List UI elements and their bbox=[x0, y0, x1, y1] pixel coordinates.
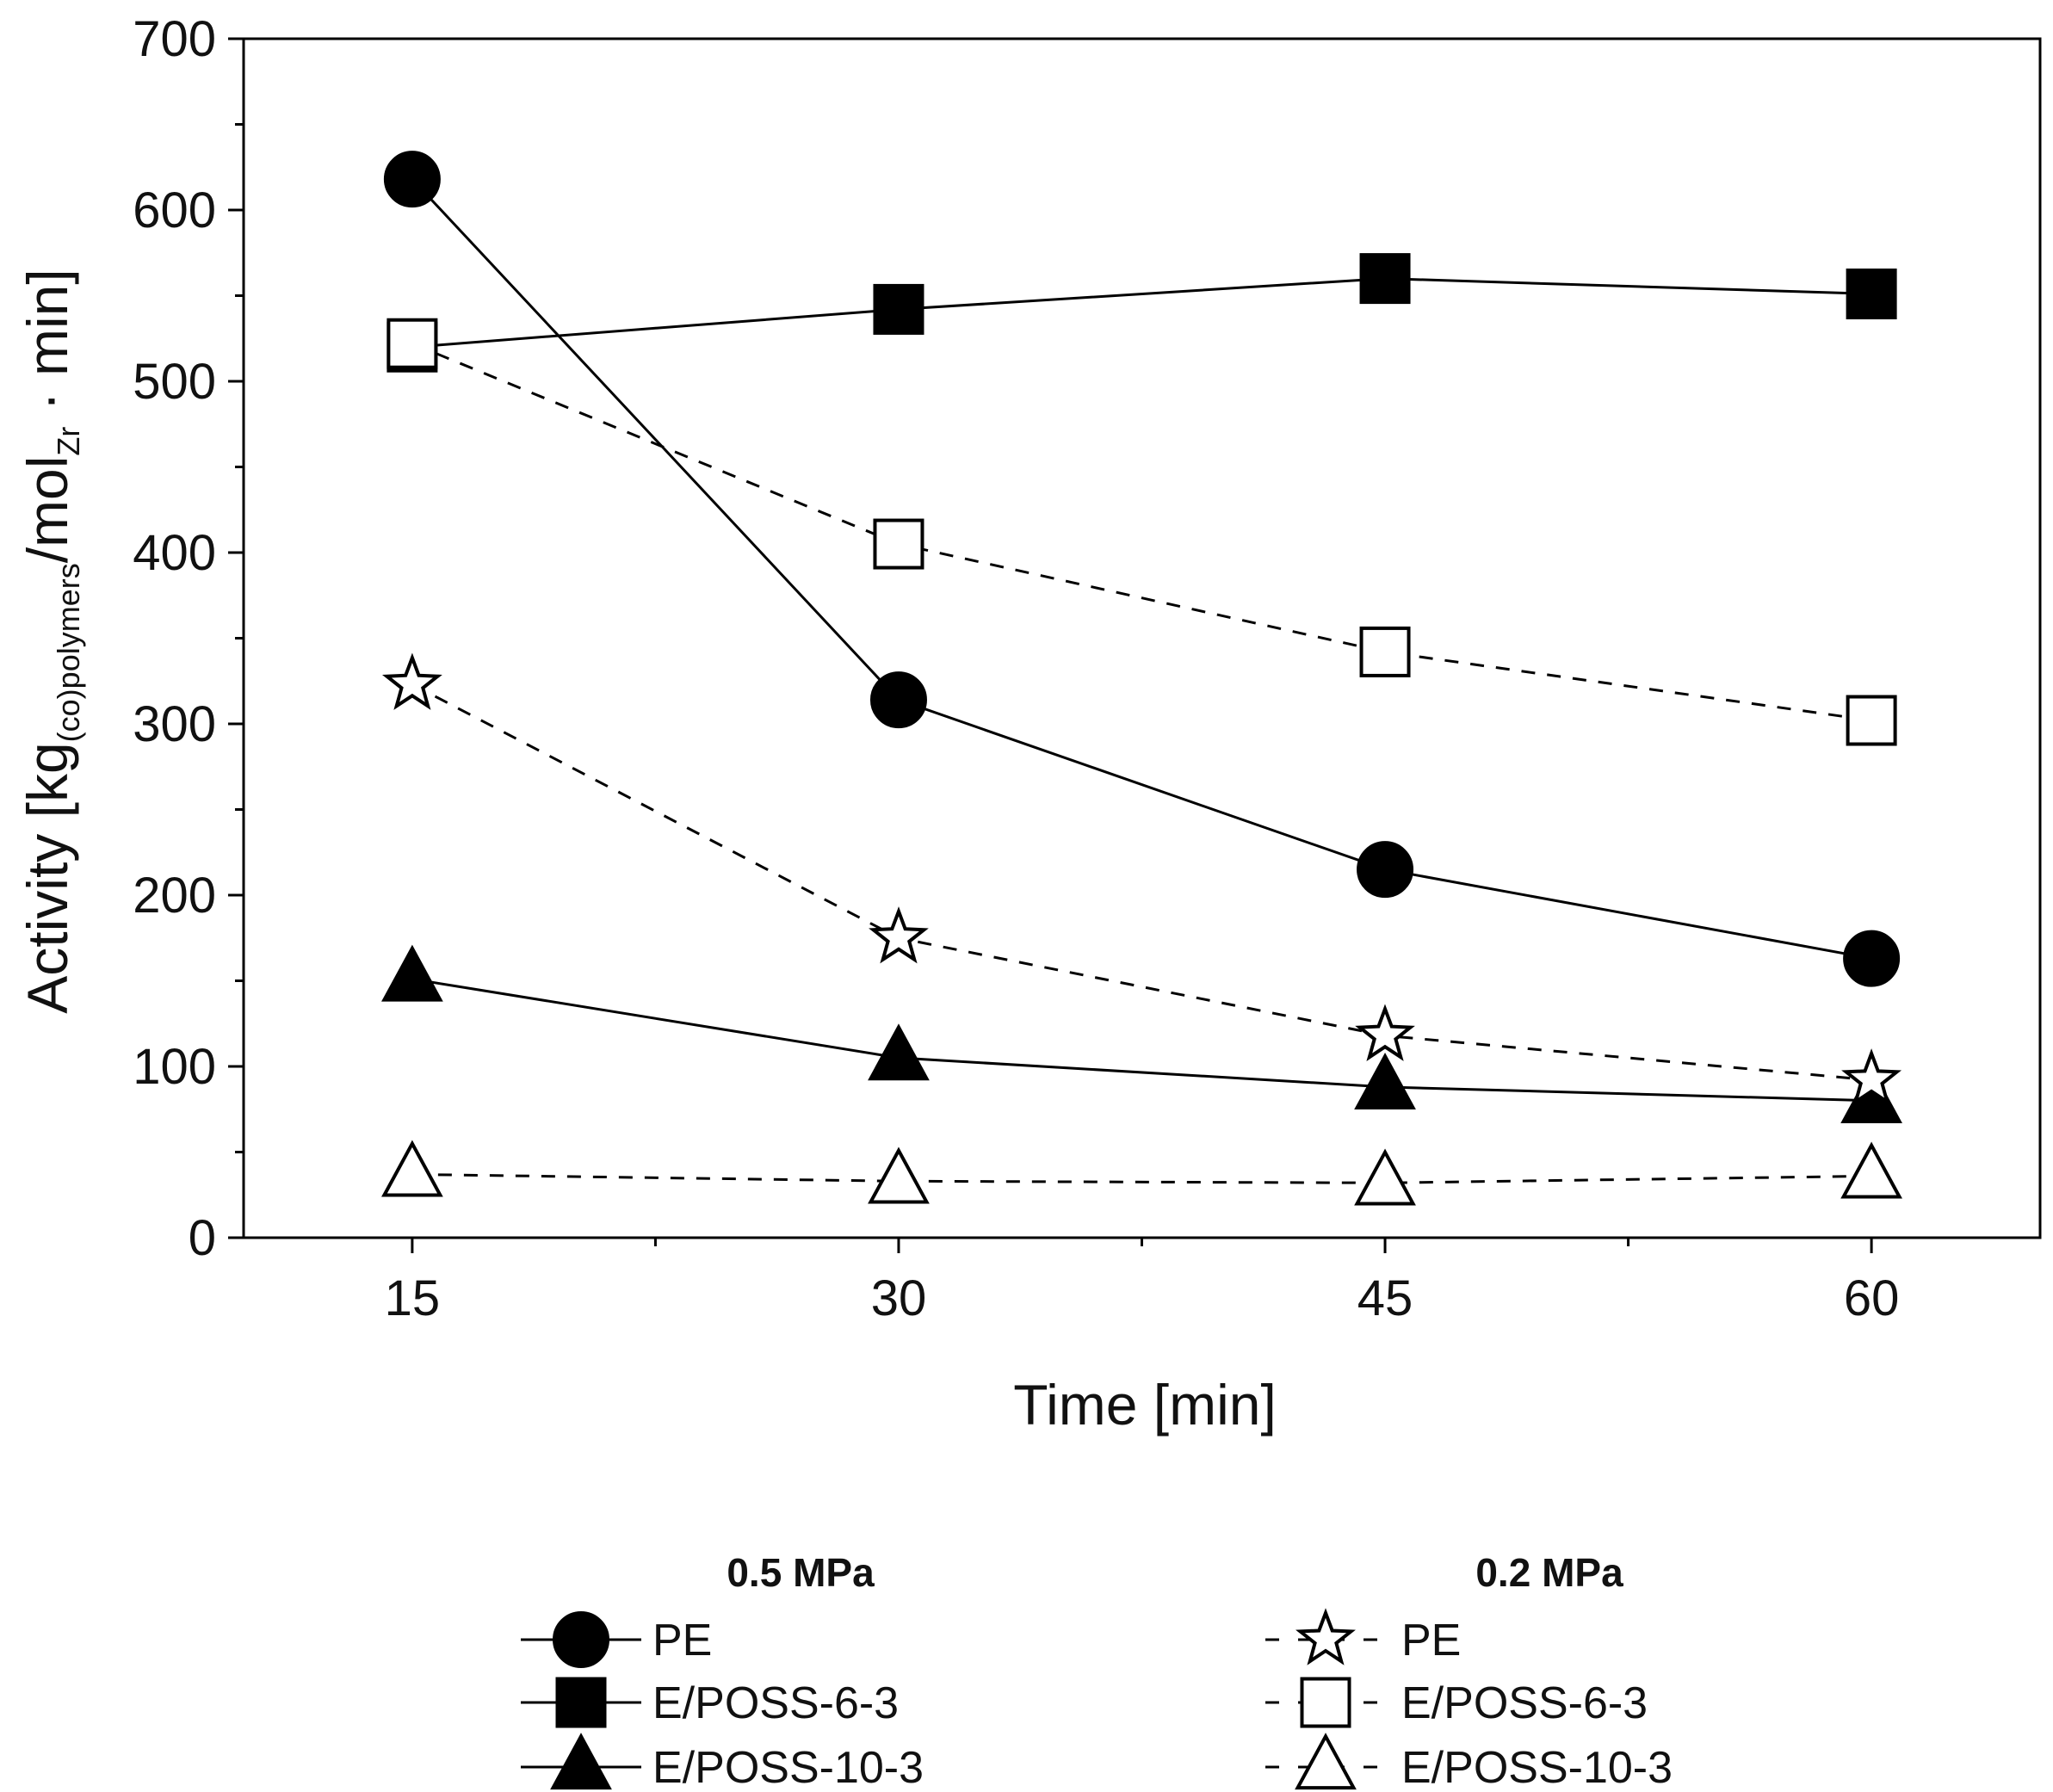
data-point bbox=[1359, 626, 1411, 677]
legend-marker bbox=[550, 1733, 612, 1790]
series-line bbox=[411, 1172, 1872, 1184]
series-0 bbox=[383, 151, 1901, 987]
data-point bbox=[1843, 930, 1901, 987]
y-tick-label: 700 bbox=[133, 11, 216, 67]
series-2 bbox=[381, 944, 1902, 1123]
legend-item: E/POSS-6-3 bbox=[521, 1677, 899, 1728]
series-3 bbox=[381, 652, 1902, 1106]
y-tick-label: 600 bbox=[133, 182, 216, 238]
data-point bbox=[1354, 1148, 1416, 1206]
y-tick-label: 100 bbox=[133, 1039, 216, 1095]
y-axis-title: Activity [kg(co)polymers/molZr · min] bbox=[15, 269, 86, 1013]
data-point bbox=[1354, 1053, 1416, 1110]
x-axis: 15 30 45 60 bbox=[385, 1238, 1900, 1326]
legend-item: E/POSS-10-3 bbox=[521, 1733, 924, 1792]
data-point bbox=[381, 652, 442, 710]
series-5 bbox=[381, 1140, 1902, 1206]
data-point bbox=[1841, 1048, 1902, 1106]
legend-group-title: 0.2 MPa bbox=[1475, 1550, 1623, 1595]
data-point bbox=[1357, 841, 1414, 899]
y-axis: 0 100 200 300 400 500 600 700 bbox=[133, 11, 244, 1266]
legend-item: E/POSS-6-3 bbox=[1265, 1677, 1648, 1728]
legend-label: PE bbox=[1401, 1616, 1461, 1665]
legend-item: PE bbox=[521, 1611, 712, 1668]
data-point bbox=[1359, 253, 1411, 305]
legend-marker bbox=[1295, 1608, 1356, 1665]
series-line bbox=[411, 178, 1872, 961]
legend-group-title: 0.5 MPa bbox=[727, 1550, 875, 1595]
data-point bbox=[868, 1146, 930, 1204]
x-tick-label: 15 bbox=[385, 1270, 441, 1326]
data-point bbox=[869, 906, 929, 964]
legend-label: E/POSS-10-3 bbox=[1401, 1743, 1673, 1792]
legend-item: E/POSS-10-3 bbox=[1265, 1733, 1673, 1792]
series-line bbox=[411, 277, 1872, 349]
data-point bbox=[1840, 1141, 1902, 1199]
data-point bbox=[386, 318, 438, 369]
series-layer bbox=[381, 151, 1902, 1206]
series-line bbox=[411, 683, 1872, 1082]
x-axis-title: Time [min] bbox=[1013, 1373, 1277, 1437]
x-tick-label: 30 bbox=[871, 1270, 927, 1326]
y-tick-label: 400 bbox=[133, 525, 216, 581]
series-line bbox=[411, 978, 1872, 1103]
data-point bbox=[381, 1140, 443, 1197]
data-point bbox=[873, 283, 924, 335]
legend-marker bbox=[1295, 1733, 1357, 1790]
x-tick-label: 45 bbox=[1357, 1270, 1413, 1326]
legend-marker bbox=[555, 1677, 607, 1728]
y-tick-label: 300 bbox=[133, 696, 216, 752]
series-line bbox=[411, 342, 1872, 722]
legend-label: E/POSS-10-3 bbox=[652, 1743, 924, 1792]
data-point bbox=[869, 671, 927, 729]
legend-marker bbox=[1300, 1677, 1351, 1728]
y-tick-label: 500 bbox=[133, 354, 216, 410]
legend-marker bbox=[553, 1611, 609, 1668]
x-tick-label: 60 bbox=[1844, 1270, 1900, 1326]
plot-border bbox=[242, 37, 2042, 1239]
data-point bbox=[383, 151, 441, 208]
legend-label: E/POSS-6-3 bbox=[652, 1678, 899, 1728]
data-point bbox=[868, 1023, 930, 1081]
data-point bbox=[381, 944, 443, 1002]
series-1 bbox=[386, 253, 1897, 373]
data-point bbox=[1355, 1004, 1415, 1061]
data-point bbox=[1846, 695, 1897, 746]
y-tick-label: 0 bbox=[189, 1210, 216, 1266]
data-point bbox=[873, 518, 924, 570]
legend-label: E/POSS-6-3 bbox=[1401, 1678, 1648, 1728]
plot-frame bbox=[242, 37, 2042, 1239]
legend-item: PE bbox=[1265, 1608, 1461, 1665]
legend-label: PE bbox=[652, 1616, 712, 1665]
data-point bbox=[1846, 269, 1897, 320]
y-tick-label: 200 bbox=[133, 868, 216, 924]
legend: 0.5 MPa 0.2 MPa PE E/POSS-6-3 E/POSS-10-3 PE E… bbox=[521, 1550, 1673, 1792]
series-4 bbox=[386, 318, 1897, 746]
